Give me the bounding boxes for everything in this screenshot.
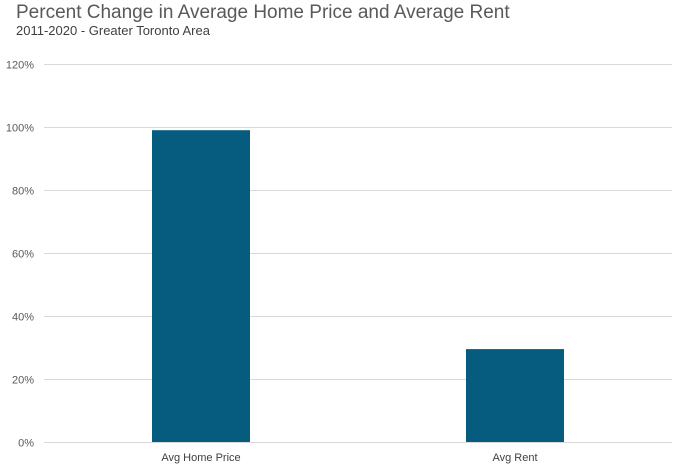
y-tick-label: 120% (6, 60, 34, 72)
x-tick-label: Avg Rent (492, 452, 537, 464)
chart-title: Percent Change in Average Home Price and… (16, 2, 510, 23)
y-tick-label: 20% (12, 375, 34, 387)
chart-subtitle: 2011-2020 - Greater Toronto Area (16, 23, 210, 38)
x-axis: Avg Home Price Avg Rent (161, 452, 537, 464)
y-tick-label: 60% (12, 249, 34, 261)
y-axis: 0% 20% 40% 60% 80% 100% 120% (6, 60, 34, 450)
x-tick-label: Avg Home Price (161, 452, 240, 464)
gridlines (44, 64, 672, 443)
bars (152, 130, 564, 442)
y-tick-label: 40% (12, 312, 34, 324)
y-tick-label: 100% (6, 123, 34, 135)
bar-avg-rent (466, 349, 564, 442)
bar-avg-home-price (152, 130, 250, 442)
y-tick-label: 80% (12, 186, 34, 198)
y-tick-label: 0% (18, 438, 34, 450)
